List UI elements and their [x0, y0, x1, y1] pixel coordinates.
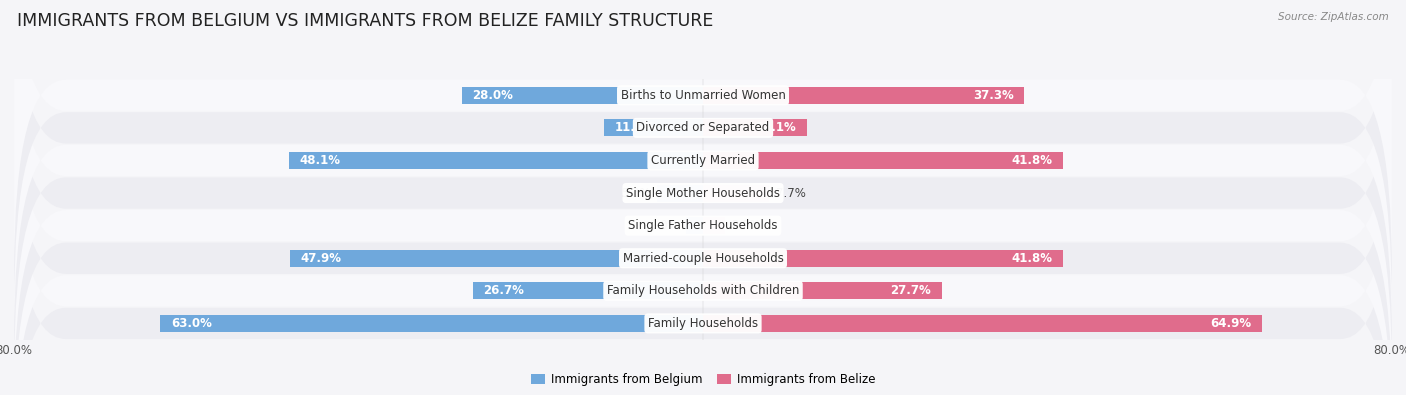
FancyBboxPatch shape: [14, 0, 1392, 340]
Bar: [703, 315, 1263, 332]
Text: IMMIGRANTS FROM BELGIUM VS IMMIGRANTS FROM BELIZE FAMILY STRUCTURE: IMMIGRANTS FROM BELGIUM VS IMMIGRANTS FR…: [17, 12, 713, 30]
Text: 27.7%: 27.7%: [890, 284, 931, 297]
Bar: [461, 87, 703, 104]
Text: Family Households: Family Households: [648, 317, 758, 330]
Bar: [472, 282, 703, 299]
Text: 37.3%: 37.3%: [973, 89, 1014, 102]
Bar: [703, 87, 1024, 104]
FancyBboxPatch shape: [14, 78, 1392, 395]
Text: 12.1%: 12.1%: [756, 121, 797, 134]
Text: 41.8%: 41.8%: [1012, 252, 1053, 265]
Bar: [703, 184, 769, 201]
Text: 5.3%: 5.3%: [621, 186, 651, 199]
Text: 41.8%: 41.8%: [1012, 154, 1053, 167]
Text: 63.0%: 63.0%: [170, 317, 212, 330]
Bar: [703, 152, 1063, 169]
Bar: [291, 250, 703, 267]
Bar: [703, 217, 724, 234]
Text: Single Mother Households: Single Mother Households: [626, 186, 780, 199]
Bar: [703, 282, 942, 299]
FancyBboxPatch shape: [14, 0, 1392, 308]
Bar: [703, 119, 807, 136]
Bar: [288, 152, 703, 169]
FancyBboxPatch shape: [14, 143, 1392, 395]
Text: 64.9%: 64.9%: [1211, 317, 1251, 330]
Text: 11.5%: 11.5%: [614, 121, 655, 134]
Bar: [605, 119, 703, 136]
FancyBboxPatch shape: [14, 46, 1392, 395]
Bar: [658, 184, 703, 201]
Bar: [686, 217, 703, 234]
Bar: [703, 250, 1063, 267]
Text: 47.9%: 47.9%: [301, 252, 342, 265]
Text: 28.0%: 28.0%: [472, 89, 513, 102]
Legend: Immigrants from Belgium, Immigrants from Belize: Immigrants from Belgium, Immigrants from…: [526, 369, 880, 391]
Bar: [160, 315, 703, 332]
Text: Family Households with Children: Family Households with Children: [607, 284, 799, 297]
Text: 2.5%: 2.5%: [731, 219, 761, 232]
Text: 48.1%: 48.1%: [299, 154, 340, 167]
Text: 7.7%: 7.7%: [776, 186, 806, 199]
Text: Currently Married: Currently Married: [651, 154, 755, 167]
Text: Divorced or Separated: Divorced or Separated: [637, 121, 769, 134]
Text: 26.7%: 26.7%: [484, 284, 524, 297]
FancyBboxPatch shape: [14, 0, 1392, 275]
Text: Single Father Households: Single Father Households: [628, 219, 778, 232]
Text: Married-couple Households: Married-couple Households: [623, 252, 783, 265]
Text: Source: ZipAtlas.com: Source: ZipAtlas.com: [1278, 12, 1389, 22]
Text: Births to Unmarried Women: Births to Unmarried Women: [620, 89, 786, 102]
Text: 2.0%: 2.0%: [650, 219, 679, 232]
FancyBboxPatch shape: [14, 13, 1392, 373]
FancyBboxPatch shape: [14, 111, 1392, 395]
